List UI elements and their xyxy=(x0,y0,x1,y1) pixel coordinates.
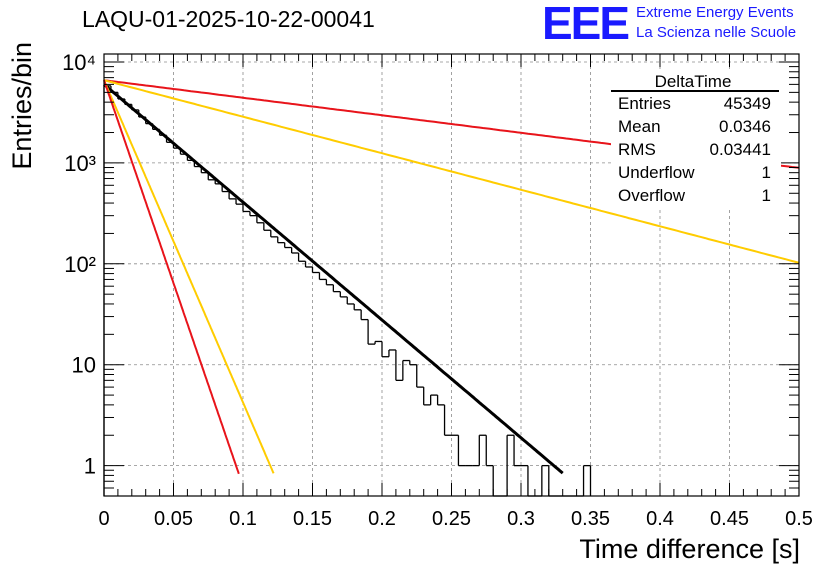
x-axis-label: Time difference [s] xyxy=(579,534,800,564)
ticks-layer xyxy=(103,54,800,497)
x-tick-label: 0.1 xyxy=(229,508,257,530)
eee-logo: EEE xyxy=(542,0,630,49)
stats-value: 1 xyxy=(762,186,771,205)
stats-value: 0.03441 xyxy=(710,140,771,159)
curves-layer xyxy=(103,79,800,475)
logo-line-1: Extreme Energy Events xyxy=(636,4,794,21)
y-axis-label: Entries/bin xyxy=(7,42,37,170)
x-tick-label: 0.15 xyxy=(293,508,332,530)
y-tick-label: 10³ xyxy=(64,151,96,176)
y-tick-label: 10 xyxy=(72,353,96,378)
stats-rows: Entries 45349 Mean 0.0346 RMS 0.03441 Un… xyxy=(618,94,771,205)
stats-label: RMS xyxy=(618,140,656,159)
stats-value: 45349 xyxy=(724,94,771,113)
grid-layer xyxy=(104,54,799,496)
stats-title: DeltaTime xyxy=(655,72,732,91)
curve-yellow-fast xyxy=(103,79,275,474)
curve-yellow-slow xyxy=(103,79,800,264)
stats-label: Underflow xyxy=(618,163,695,182)
curve-red-fast xyxy=(103,79,240,475)
x-tick-label: 0.05 xyxy=(154,508,193,530)
tick-labels-layer: 0 0.05 0.1 0.15 0.2 0.25 0.3 0.35 0.4 0.45 0.5 1 10 1… xyxy=(62,50,813,530)
x-tick-label: 0.4 xyxy=(646,508,674,530)
x-tick-label: 0.5 xyxy=(785,508,813,530)
x-tick-label: 0.2 xyxy=(368,508,396,530)
x-tick-label: 0.45 xyxy=(710,508,749,530)
x-tick-label: 0 xyxy=(98,508,109,530)
plot-title: LAQU-01-2025-10-22-00041 xyxy=(82,6,375,32)
stats-label: Overflow xyxy=(618,186,686,205)
x-tick-label: 0.3 xyxy=(507,508,535,530)
x-tick-label: 0.35 xyxy=(571,508,610,530)
logo-line-2: La Scienza nelle Scuole xyxy=(636,24,797,41)
stats-value: 0.0346 xyxy=(719,117,771,136)
y-tick-label: 1 xyxy=(84,454,96,479)
curve-exponential-fit xyxy=(103,83,564,475)
stats-label: Entries xyxy=(618,94,671,113)
stats-value: 1 xyxy=(762,163,771,182)
stats-label: Mean xyxy=(618,117,661,136)
x-tick-label: 0.25 xyxy=(432,508,471,530)
y-tick-label: 10⁴ xyxy=(62,50,96,75)
y-tick-label: 10² xyxy=(64,252,96,277)
stats-box: DeltaTime Entries 45349 Mean 0.0346 RMS … xyxy=(611,70,781,210)
